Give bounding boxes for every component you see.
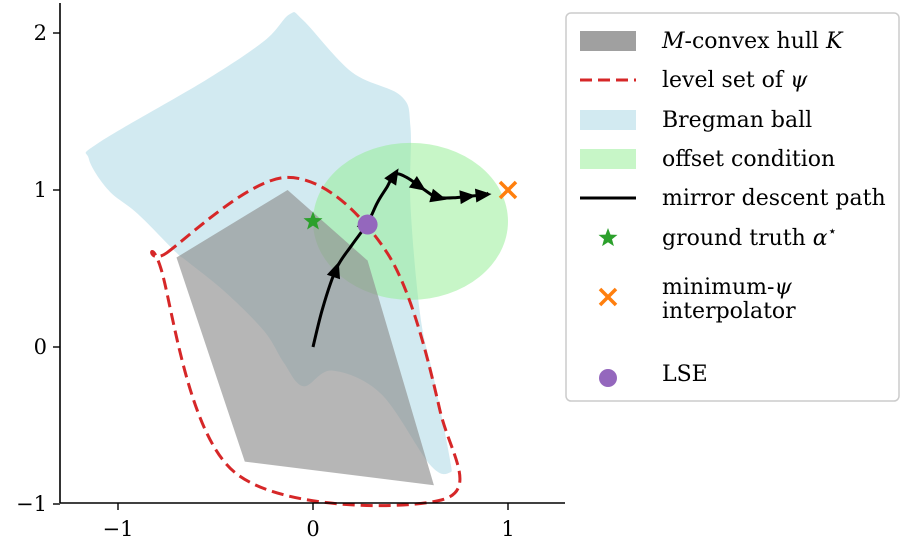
legend-label-line2: interpolator: [662, 299, 796, 324]
legend-text-part: offset condition: [662, 147, 835, 172]
legend-text-part: mirror descent path: [662, 186, 886, 211]
path-arrow-0: [326, 261, 341, 280]
legend-label: M-convex hull K: [661, 29, 844, 54]
convex-hull-region: [176, 190, 434, 486]
y-tick-label: 1: [34, 178, 47, 202]
legend-swatch: [598, 228, 618, 247]
lse-marker: [357, 214, 378, 235]
legend-item-5: ground truth α⋆: [598, 222, 837, 251]
legend-text-part: minimum-: [662, 275, 774, 300]
legend-swatch: [599, 369, 617, 387]
legend-item-4: mirror descent path: [580, 186, 886, 211]
y-tick-label: −1: [16, 492, 47, 516]
legend-label: mirror descent path: [662, 186, 886, 211]
legend-text-part: -convex hull: [685, 29, 826, 54]
legend-label: offset condition: [662, 147, 835, 172]
level-set-curve: [150, 175, 462, 508]
legend-label: LSE: [662, 362, 708, 387]
legend-frame: [565, 12, 900, 402]
x-tick-label: 0: [306, 517, 319, 541]
path-arrow-3: [408, 176, 427, 191]
legend-item-7: LSE: [599, 362, 708, 387]
legend-text-part: ψ: [774, 275, 792, 300]
ground-truth-marker: [303, 211, 323, 230]
axes: −1 0 1 −1 0 1 2: [16, 3, 565, 541]
x-tick-label: −1: [103, 517, 134, 541]
legend-item-0: M-convex hull K: [580, 29, 844, 54]
legend-text-part: ⋆: [828, 222, 837, 240]
legend-swatch: [580, 31, 636, 51]
legend-label: Bregman ball: [662, 108, 812, 133]
legend-item-2: Bregman ball: [580, 108, 812, 133]
path-arrow-4: [429, 188, 447, 203]
legend-text-part: M: [661, 29, 685, 54]
plot-area: [85, 12, 518, 508]
path-arrow-6: [474, 188, 492, 203]
legend-label: level set of ψ: [662, 68, 808, 93]
legend-swatch: [598, 287, 618, 307]
legend-label: ground truth α⋆: [662, 222, 837, 251]
legend-text-part: Bregman ball: [662, 108, 812, 133]
legend-text-part: K: [825, 29, 844, 54]
legend-swatch: [580, 110, 636, 130]
legend-label: minimum-ψ: [662, 275, 792, 300]
minimum-interpolator-marker: [498, 180, 518, 200]
legend-text-part: interpolator: [662, 299, 796, 324]
legend-text-part: ψ: [790, 68, 808, 93]
legend-text-part: LSE: [662, 362, 708, 387]
y-tick-label: 2: [34, 21, 47, 45]
x-tick-label: 1: [501, 517, 514, 541]
legend-text-part: α: [813, 226, 828, 251]
y-tick-label: 0: [34, 335, 47, 359]
legend-text-part: level set of: [662, 68, 790, 93]
path-arrow-2: [384, 168, 399, 186]
legend-item-3: offset condition: [580, 147, 835, 172]
legend-swatch: [580, 149, 636, 169]
path-arrow-5: [459, 190, 476, 205]
interpolator-stroke-b: [498, 180, 518, 200]
legend-item-1: level set of ψ: [580, 68, 808, 93]
legend-text-part: ground truth: [662, 226, 813, 251]
